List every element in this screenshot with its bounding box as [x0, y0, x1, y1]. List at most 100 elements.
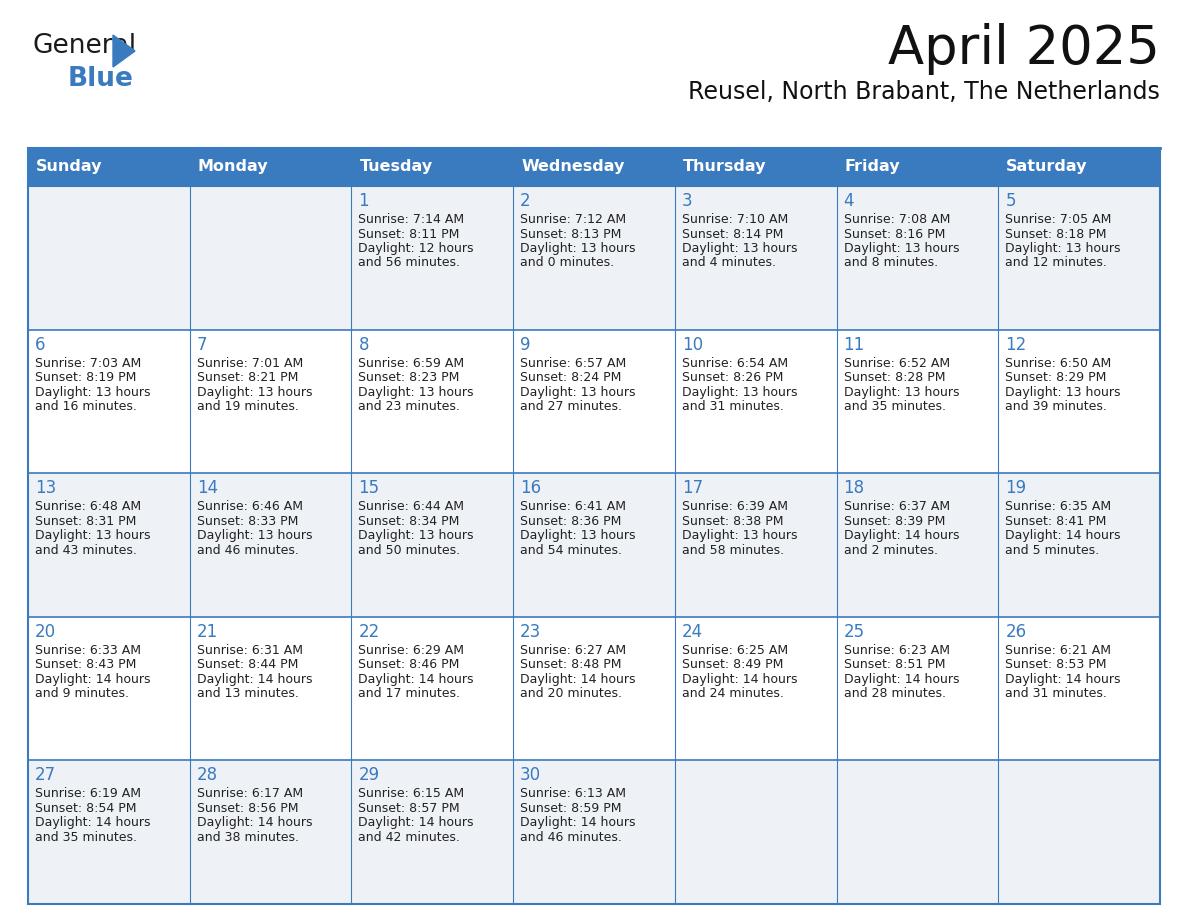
Text: 8: 8 [359, 336, 369, 353]
Text: 26: 26 [1005, 622, 1026, 641]
Text: and 17 minutes.: and 17 minutes. [359, 688, 461, 700]
Text: Daylight: 14 hours: Daylight: 14 hours [843, 673, 959, 686]
Text: Daylight: 13 hours: Daylight: 13 hours [520, 242, 636, 255]
Text: Daylight: 14 hours: Daylight: 14 hours [843, 529, 959, 543]
Text: Sunset: 8:19 PM: Sunset: 8:19 PM [34, 371, 137, 384]
Text: Daylight: 14 hours: Daylight: 14 hours [520, 673, 636, 686]
Text: Sunset: 8:38 PM: Sunset: 8:38 PM [682, 515, 783, 528]
Text: Sunset: 8:43 PM: Sunset: 8:43 PM [34, 658, 137, 671]
Text: and 13 minutes.: and 13 minutes. [197, 688, 298, 700]
Text: Sunset: 8:53 PM: Sunset: 8:53 PM [1005, 658, 1107, 671]
Text: 9: 9 [520, 336, 531, 353]
Bar [675, 330, 836, 473]
Text: 16: 16 [520, 479, 542, 498]
Text: Daylight: 13 hours: Daylight: 13 hours [1005, 242, 1120, 255]
Bar [352, 760, 513, 904]
Text: 3: 3 [682, 192, 693, 210]
Text: Daylight: 13 hours: Daylight: 13 hours [34, 386, 151, 398]
Text: and 54 minutes.: and 54 minutes. [520, 543, 623, 556]
Bar [352, 473, 513, 617]
Text: Sunset: 8:11 PM: Sunset: 8:11 PM [359, 228, 460, 241]
Text: Saturday: Saturday [1006, 160, 1088, 174]
Text: Sunday: Sunday [36, 160, 102, 174]
Bar [190, 148, 352, 186]
Text: Sunrise: 6:44 AM: Sunrise: 6:44 AM [359, 500, 465, 513]
Text: Sunset: 8:39 PM: Sunset: 8:39 PM [843, 515, 944, 528]
Text: and 56 minutes.: and 56 minutes. [359, 256, 461, 270]
Text: and 31 minutes.: and 31 minutes. [1005, 688, 1107, 700]
Text: Sunset: 8:29 PM: Sunset: 8:29 PM [1005, 371, 1107, 384]
Text: Sunrise: 6:35 AM: Sunrise: 6:35 AM [1005, 500, 1112, 513]
Text: and 28 minutes.: and 28 minutes. [843, 688, 946, 700]
Bar [352, 617, 513, 760]
Text: Sunrise: 6:41 AM: Sunrise: 6:41 AM [520, 500, 626, 513]
Text: Sunrise: 6:27 AM: Sunrise: 6:27 AM [520, 644, 626, 656]
Text: Daylight: 14 hours: Daylight: 14 hours [359, 673, 474, 686]
Text: Sunset: 8:48 PM: Sunset: 8:48 PM [520, 658, 621, 671]
Text: Sunrise: 6:15 AM: Sunrise: 6:15 AM [359, 788, 465, 800]
Text: April 2025: April 2025 [889, 23, 1159, 75]
Text: Sunrise: 7:05 AM: Sunrise: 7:05 AM [1005, 213, 1112, 226]
Text: Sunrise: 6:23 AM: Sunrise: 6:23 AM [843, 644, 949, 656]
Text: and 12 minutes.: and 12 minutes. [1005, 256, 1107, 270]
Text: Wednesday: Wednesday [522, 160, 625, 174]
Text: Daylight: 14 hours: Daylight: 14 hours [1005, 529, 1120, 543]
Text: 22: 22 [359, 622, 380, 641]
Text: Sunset: 8:34 PM: Sunset: 8:34 PM [359, 515, 460, 528]
Text: Daylight: 14 hours: Daylight: 14 hours [359, 816, 474, 829]
Bar [29, 760, 190, 904]
Bar [513, 473, 675, 617]
Text: Sunrise: 6:57 AM: Sunrise: 6:57 AM [520, 356, 626, 370]
Bar [29, 148, 1159, 904]
Bar [675, 186, 836, 330]
Text: Daylight: 13 hours: Daylight: 13 hours [682, 386, 797, 398]
Text: 11: 11 [843, 336, 865, 353]
Text: and 42 minutes.: and 42 minutes. [359, 831, 460, 844]
Bar [513, 617, 675, 760]
Text: and 4 minutes.: and 4 minutes. [682, 256, 776, 270]
Text: Sunrise: 6:21 AM: Sunrise: 6:21 AM [1005, 644, 1111, 656]
Text: Sunrise: 7:03 AM: Sunrise: 7:03 AM [34, 356, 141, 370]
Text: Sunset: 8:49 PM: Sunset: 8:49 PM [682, 658, 783, 671]
Text: 5: 5 [1005, 192, 1016, 210]
Text: 28: 28 [197, 767, 217, 784]
Text: and 35 minutes.: and 35 minutes. [34, 831, 137, 844]
Text: Daylight: 13 hours: Daylight: 13 hours [359, 529, 474, 543]
Text: Daylight: 14 hours: Daylight: 14 hours [197, 816, 312, 829]
Text: Friday: Friday [845, 160, 901, 174]
Bar [190, 330, 352, 473]
Text: Sunset: 8:46 PM: Sunset: 8:46 PM [359, 658, 460, 671]
Text: and 58 minutes.: and 58 minutes. [682, 543, 784, 556]
Bar [675, 148, 836, 186]
Bar [998, 473, 1159, 617]
Bar [352, 148, 513, 186]
Text: 4: 4 [843, 192, 854, 210]
Text: 1: 1 [359, 192, 369, 210]
Bar [190, 473, 352, 617]
Text: General: General [33, 33, 137, 59]
Text: Sunrise: 6:31 AM: Sunrise: 6:31 AM [197, 644, 303, 656]
Text: Reusel, North Brabant, The Netherlands: Reusel, North Brabant, The Netherlands [688, 80, 1159, 104]
Text: and 46 minutes.: and 46 minutes. [520, 831, 623, 844]
Bar [190, 186, 352, 330]
Bar [998, 617, 1159, 760]
Text: Daylight: 14 hours: Daylight: 14 hours [1005, 673, 1120, 686]
Bar [998, 330, 1159, 473]
Text: and 20 minutes.: and 20 minutes. [520, 688, 623, 700]
Text: Sunset: 8:21 PM: Sunset: 8:21 PM [197, 371, 298, 384]
Text: and 9 minutes.: and 9 minutes. [34, 688, 129, 700]
Text: Sunset: 8:31 PM: Sunset: 8:31 PM [34, 515, 137, 528]
Text: and 19 minutes.: and 19 minutes. [197, 400, 298, 413]
Text: Sunset: 8:24 PM: Sunset: 8:24 PM [520, 371, 621, 384]
Bar [836, 186, 998, 330]
Text: 21: 21 [197, 622, 217, 641]
Text: Daylight: 13 hours: Daylight: 13 hours [1005, 386, 1120, 398]
Text: and 35 minutes.: and 35 minutes. [843, 400, 946, 413]
Bar [29, 186, 190, 330]
Text: 19: 19 [1005, 479, 1026, 498]
Text: and 8 minutes.: and 8 minutes. [843, 256, 937, 270]
Bar [190, 617, 352, 760]
Text: Daylight: 14 hours: Daylight: 14 hours [520, 816, 636, 829]
Text: Daylight: 13 hours: Daylight: 13 hours [682, 529, 797, 543]
Text: Tuesday: Tuesday [360, 160, 432, 174]
